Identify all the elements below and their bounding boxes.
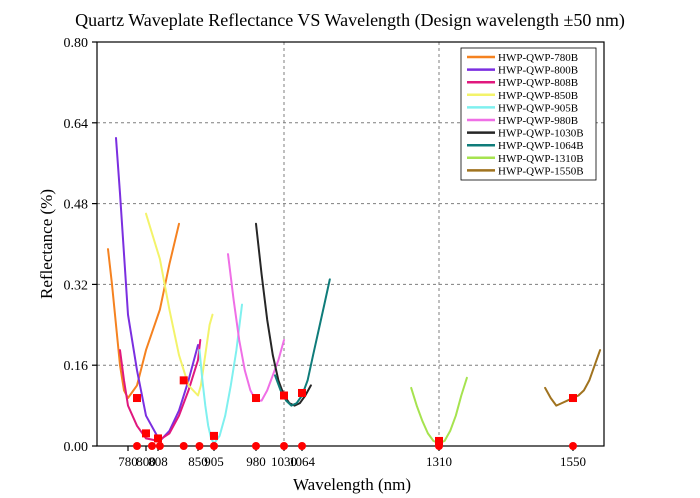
y-tick-label: 0.16	[64, 359, 89, 374]
y-tick-label: 0.00	[64, 440, 89, 455]
x-tick-label: 1550	[560, 454, 586, 469]
series-line	[115, 137, 199, 442]
x-tick-label: 850	[188, 454, 208, 469]
legend-label: HWP-QWP-850B	[498, 90, 578, 102]
design-point-marker	[252, 394, 260, 403]
legend-label: HWP-QWP-905B	[498, 102, 578, 114]
series-line	[255, 222, 312, 407]
series-line	[198, 303, 243, 445]
series-line	[145, 212, 214, 397]
design-point-marker	[210, 431, 218, 440]
design-point-marker	[298, 388, 306, 397]
x-axis-label: Wavelength (nm)	[293, 475, 411, 494]
design-point-marker	[280, 391, 288, 400]
x-tick-label: 905	[204, 454, 224, 469]
marker-layer	[133, 376, 577, 450]
x-tick-label: 780	[118, 454, 138, 469]
legend-label: HWP-QWP-1064B	[498, 140, 584, 152]
legend-label: HWP-QWP-780B	[498, 52, 578, 64]
x-tick-label: 1310	[426, 454, 452, 469]
y-tick-label: 0.64	[64, 117, 89, 132]
plot-frame	[96, 41, 605, 447]
design-point-marker	[142, 429, 150, 438]
legend: HWP-QWP-780BHWP-QWP-800BHWP-QWP-808BHWP-…	[460, 47, 597, 181]
design-point-marker	[154, 434, 162, 443]
legend-label: HWP-QWP-1310B	[498, 153, 584, 165]
legend-label: HWP-QWP-808B	[498, 77, 578, 89]
design-point-marker	[569, 394, 577, 403]
x-tick-label: 800	[136, 454, 156, 469]
legend-label: HWP-QWP-1030B	[498, 128, 584, 140]
series-layer	[107, 137, 602, 445]
x-tick-label: 980	[246, 454, 266, 469]
axis-wavelength-dot	[210, 442, 218, 450]
axis-wavelength-dot	[280, 442, 288, 450]
axis-wavelength-dot	[195, 442, 204, 450]
axis-wavelength-dot	[179, 442, 188, 450]
y-axis-label: Reflectance (%)	[37, 189, 56, 299]
legend-label: HWP-QWP-800B	[498, 65, 578, 77]
x-tick-label: 808	[148, 454, 168, 469]
axis-wavelength-dot	[155, 442, 164, 450]
design-point-marker	[133, 394, 141, 403]
series-line	[107, 222, 180, 399]
y-tick-label: 0.32	[64, 278, 89, 293]
axis-wavelength-dot	[148, 442, 156, 450]
x-tick-label: 1064	[289, 454, 316, 469]
axis-wavelength-dot	[569, 442, 577, 450]
axis-wavelength-dot	[298, 442, 306, 450]
axis-wavelength-dot	[435, 442, 443, 450]
series-line	[119, 339, 202, 442]
design-point-marker	[435, 436, 443, 445]
y-tick-label: 0.48	[64, 198, 89, 213]
x-tick-label: 1030	[271, 454, 297, 469]
axis-wavelength-dot	[252, 442, 260, 450]
axis-wavelength-dot	[133, 442, 141, 450]
legend-label: HWP-QWP-1550B	[498, 165, 584, 177]
legend-label: HWP-QWP-980B	[498, 115, 578, 127]
chart-title: Quartz Waveplate Reflectance VS Waveleng…	[75, 10, 625, 31]
design-point-marker	[179, 376, 188, 385]
y-tick-label: 0.80	[64, 36, 89, 51]
